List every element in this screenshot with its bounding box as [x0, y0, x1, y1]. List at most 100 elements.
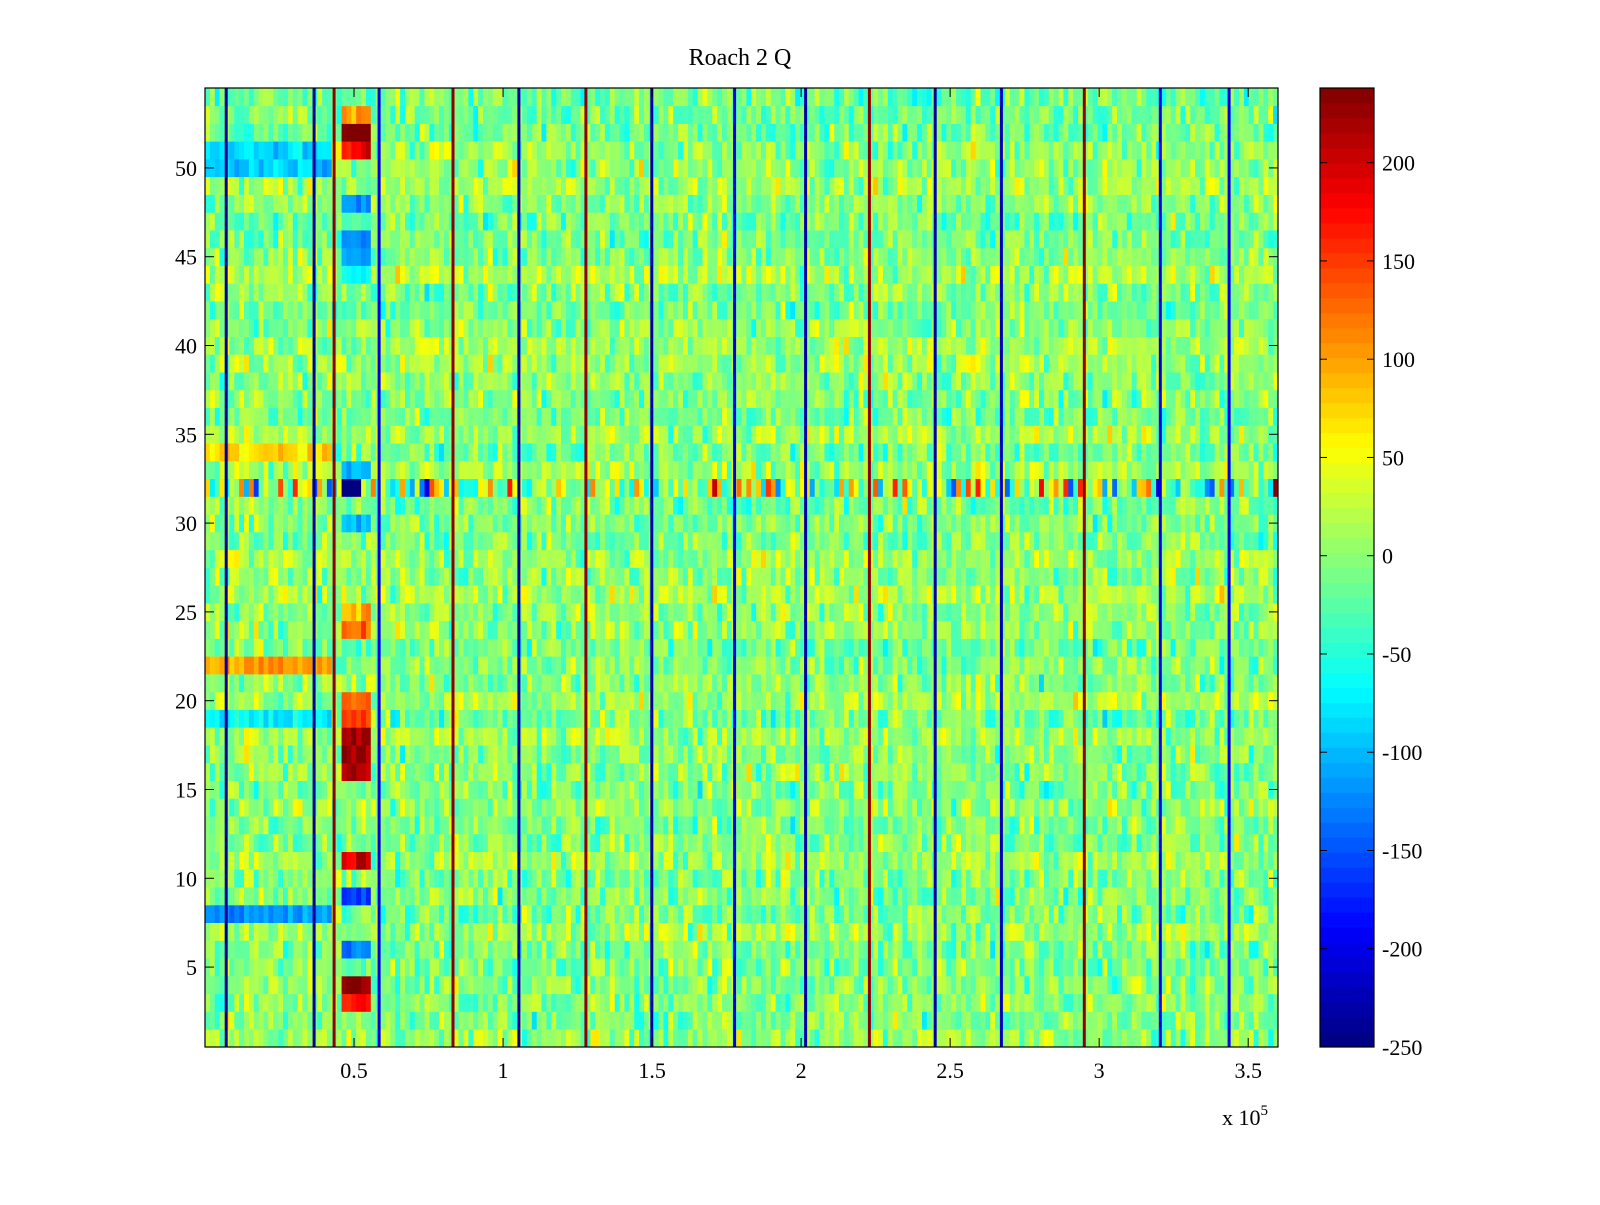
heatmap-cell — [380, 656, 386, 675]
heatmap-cell — [595, 976, 601, 995]
heatmap-cell — [717, 709, 723, 728]
heatmap-cell — [1068, 904, 1074, 923]
heatmap-cell — [1043, 1029, 1050, 1048]
heatmap-cell — [692, 656, 698, 675]
heatmap-cell — [761, 887, 767, 906]
heatmap-cell — [239, 798, 245, 817]
heatmap-cell — [561, 976, 567, 995]
heatmap-cell — [961, 958, 967, 977]
heatmap-cell — [673, 1011, 679, 1030]
heatmap-cell — [843, 851, 850, 870]
heatmap-cell — [380, 833, 386, 852]
heatmap-cell — [702, 798, 708, 817]
heatmap-cell — [546, 851, 552, 870]
heatmap-cell — [697, 833, 703, 852]
heatmap-cell — [1209, 745, 1215, 764]
heatmap-cell — [253, 762, 260, 781]
heatmap-cell — [751, 1011, 757, 1030]
heatmap-cell — [824, 727, 830, 746]
heatmap-cell — [868, 727, 874, 746]
heatmap-cell — [1004, 904, 1011, 923]
heatmap-cell — [483, 993, 489, 1012]
heatmap-cell — [258, 1029, 264, 1048]
heatmap-cell — [843, 1011, 850, 1030]
heatmap-cell — [790, 887, 796, 906]
heatmap-cell — [819, 976, 825, 995]
heatmap-cell — [717, 674, 723, 693]
heatmap-cell — [258, 709, 264, 728]
heatmap-cell — [1014, 904, 1020, 923]
heatmap-cell — [1058, 709, 1064, 728]
heatmap-cell — [1063, 674, 1069, 693]
heatmap-cell — [336, 727, 342, 746]
heatmap-cell — [278, 1011, 284, 1030]
heatmap-cell — [941, 674, 947, 693]
heatmap-cell — [697, 958, 703, 977]
heatmap-cell — [1048, 709, 1055, 728]
heatmap-cell — [590, 709, 596, 728]
heatmap-cell — [1185, 691, 1191, 710]
heatmap-cell — [434, 904, 440, 923]
heatmap-cell — [1029, 958, 1035, 977]
heatmap-cell — [351, 745, 357, 764]
heatmap-cell — [609, 976, 616, 995]
heatmap-cell — [717, 904, 723, 923]
heatmap-cell — [1019, 745, 1025, 764]
heatmap-cell — [248, 887, 255, 906]
heatmap-cell — [580, 993, 586, 1012]
heatmap-cell — [561, 727, 567, 746]
heatmap-cell — [214, 674, 221, 693]
heatmap-cell — [853, 674, 859, 693]
heatmap-cell — [941, 887, 947, 906]
heatmap-cell — [912, 887, 918, 906]
heatmap-cell — [946, 674, 952, 693]
heatmap-cell — [1126, 993, 1133, 1012]
heatmap-cell — [326, 816, 333, 835]
heatmap-cell — [439, 674, 445, 693]
heatmap-cell — [946, 727, 952, 746]
heatmap-cell — [673, 762, 679, 781]
heatmap-cell — [761, 798, 767, 817]
heatmap-cell — [346, 1011, 352, 1030]
heatmap-cell — [365, 958, 372, 977]
heatmap-cell — [619, 922, 625, 941]
heatmap-cell — [585, 816, 591, 835]
heatmap-cell — [234, 691, 240, 710]
heatmap-cell — [551, 833, 557, 852]
heatmap-cell — [917, 887, 923, 906]
heatmap-cell — [770, 1011, 777, 1030]
heatmap-cell — [214, 691, 221, 710]
heatmap-cell — [590, 816, 596, 835]
heatmap-cell — [741, 993, 747, 1012]
heatmap-cell — [663, 993, 669, 1012]
heatmap-cell — [390, 869, 396, 888]
heatmap-cell — [522, 904, 528, 923]
heatmap-cell — [219, 709, 225, 728]
heatmap-cell — [522, 709, 528, 728]
heatmap-cell — [1268, 656, 1274, 675]
heatmap-cell — [478, 993, 484, 1012]
heatmap-cell — [951, 674, 957, 693]
heatmap-cell — [453, 833, 459, 852]
heatmap-cell — [951, 656, 957, 675]
heatmap-cell — [326, 638, 333, 657]
heatmap-cell — [356, 762, 362, 781]
heatmap-cell — [1180, 922, 1186, 941]
heatmap-cell — [848, 1011, 855, 1030]
heatmap-cell — [1019, 727, 1025, 746]
heatmap-cell — [917, 656, 923, 675]
heatmap-cell — [985, 869, 991, 888]
heatmap-cell — [297, 1029, 303, 1048]
heatmap-cell — [1014, 922, 1020, 941]
heatmap-cell — [956, 1029, 962, 1048]
heatmap-cell — [961, 1029, 967, 1048]
heatmap-cell — [244, 745, 250, 764]
heatmap-cell — [746, 762, 752, 781]
heatmap-cell — [1160, 993, 1167, 1012]
heatmap-cell — [804, 1029, 811, 1048]
heatmap-cell — [590, 1029, 596, 1048]
heatmap-cell — [697, 1029, 703, 1048]
heatmap-cell — [678, 958, 684, 977]
heatmap-cell — [1073, 851, 1079, 870]
heatmap-cell — [629, 780, 635, 799]
